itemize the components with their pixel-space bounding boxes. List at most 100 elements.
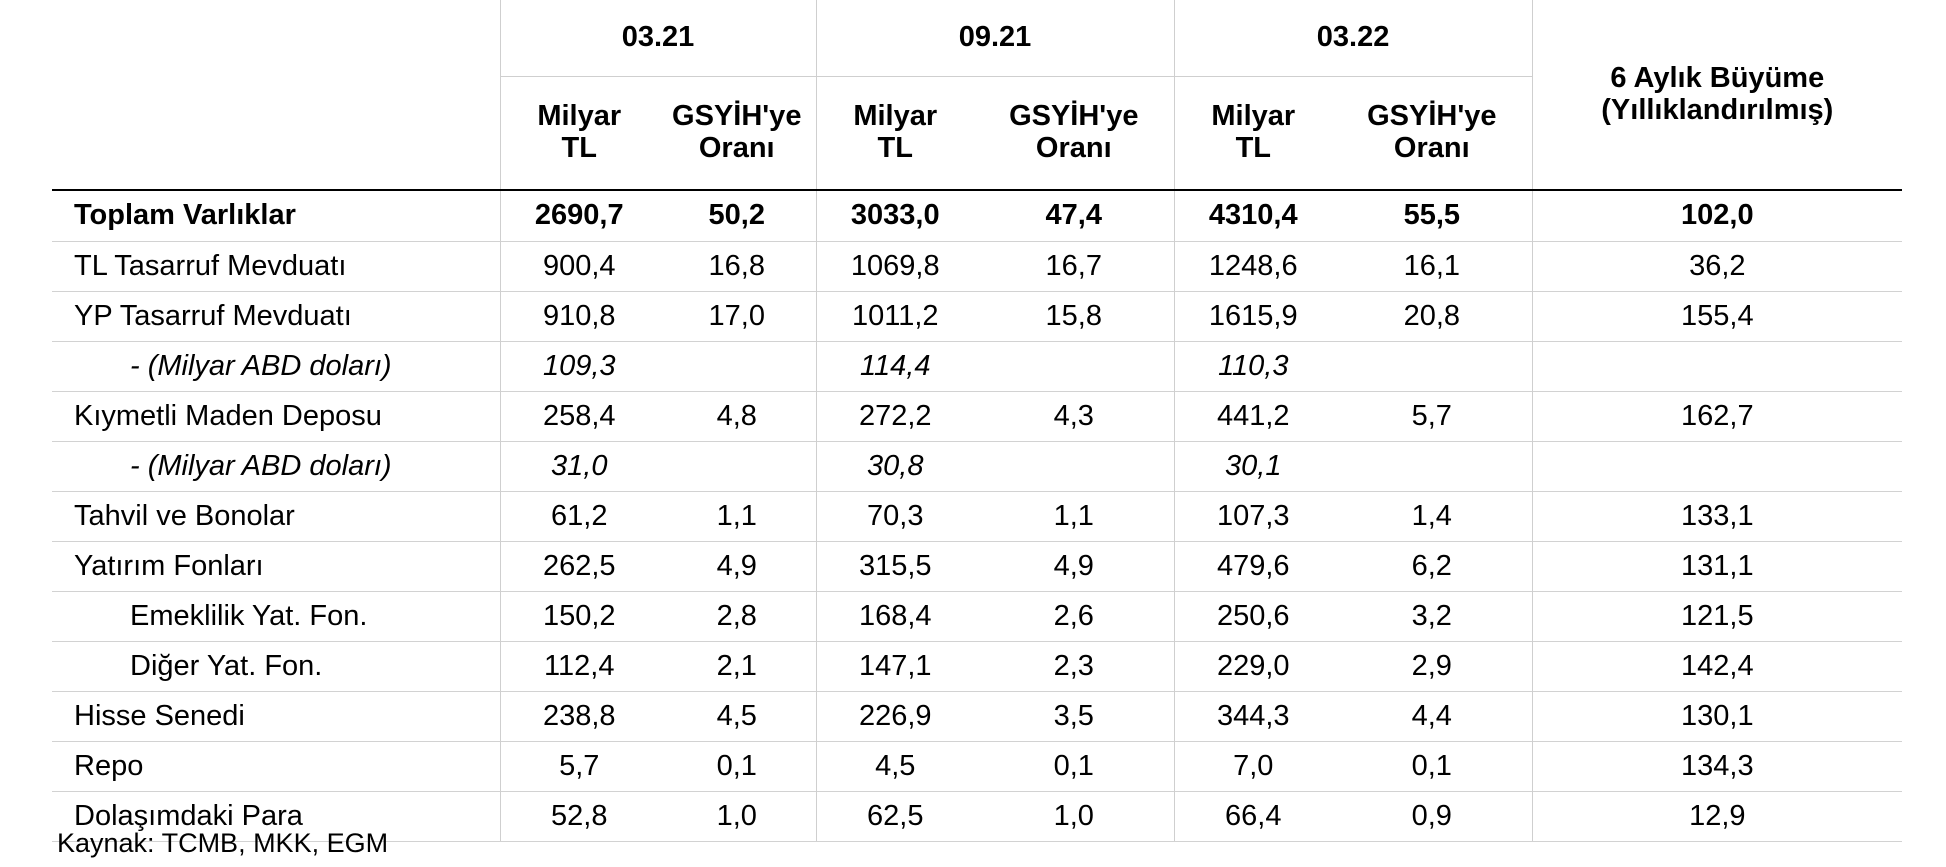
value-cell: 272,2 — [815, 391, 975, 442]
value-cell: 168,4 — [815, 591, 975, 642]
unit-header-text: Milyar TL — [853, 100, 938, 164]
table-row: - (Milyar ABD doları) 31,0 30,8 30,1 — [52, 441, 1903, 492]
ratio-cell: 4,4 — [1332, 691, 1533, 742]
ratio-cell: 1,0 — [974, 791, 1175, 842]
row-label: TL Tasarruf Mevduatı — [52, 241, 500, 292]
value-cell: 910,8 — [499, 291, 658, 342]
ratio-cell: 4,5 — [658, 691, 817, 742]
ratio-header: GSYİH'ye Oranı — [974, 77, 1174, 191]
value-cell: 52,8 — [499, 791, 658, 842]
ratio-cell: 4,9 — [658, 541, 817, 592]
ratio-cell: 3,5 — [974, 691, 1175, 742]
value-cell: 31,0 — [499, 441, 658, 492]
ratio-cell: 55,5 — [1332, 189, 1533, 242]
growth-cell: 12,9 — [1531, 791, 1903, 842]
value-cell: 61,2 — [499, 491, 658, 542]
value-cell: 250,6 — [1173, 591, 1333, 642]
ratio-cell: 47,4 — [974, 189, 1175, 242]
row-label: - (Milyar ABD doları) — [52, 441, 500, 492]
ratio-cell: 1,0 — [658, 791, 817, 842]
ratio-cell: 2,3 — [974, 641, 1175, 692]
value-cell: 229,0 — [1173, 641, 1333, 692]
ratio-cell — [658, 341, 817, 392]
ratio-cell: 4,3 — [974, 391, 1175, 442]
value-cell: 2690,7 — [499, 189, 658, 242]
value-cell: 4,5 — [815, 741, 975, 792]
growth-cell — [1531, 341, 1903, 392]
table-row: Tahvil ve Bonolar 61,2 1,1 70,3 1,1 107,3 1,4 1… — [52, 491, 1903, 542]
value-cell: 30,1 — [1173, 441, 1333, 492]
total-row: Toplam Varlıklar 2690,7 50,2 3033,0 47,4 4310… — [52, 189, 1903, 242]
row-label: Toplam Varlıklar — [52, 189, 500, 242]
ratio-cell — [974, 341, 1175, 392]
ratio-cell: 16,8 — [658, 241, 817, 292]
value-cell: 3033,0 — [815, 189, 975, 242]
ratio-cell: 3,2 — [1332, 591, 1533, 642]
ratio-cell: 0,1 — [658, 741, 817, 792]
ratio-cell — [974, 441, 1175, 492]
value-cell: 109,3 — [499, 341, 658, 392]
period-header: 03.22 — [1173, 0, 1533, 77]
table-row: Yatırım Fonları 262,5 4,9 315,5 4,9 479,6 6,2 1… — [52, 541, 1903, 592]
value-cell: 30,8 — [815, 441, 975, 492]
ratio-cell: 1,4 — [1332, 491, 1533, 542]
ratio-cell: 50,2 — [658, 189, 817, 242]
growth-cell: 121,5 — [1531, 591, 1903, 642]
financial-assets-table: 03.21 09.21 03.22 6 Aylık Büyüme (Yıllık… — [52, 0, 1903, 842]
table-row: YP Tasarruf Mevduatı 910,8 17,0 1011,2 15,8 1… — [52, 291, 1903, 342]
row-label: Emeklilik Yat. Fon. — [52, 591, 500, 642]
ratio-cell: 16,1 — [1332, 241, 1533, 292]
value-cell: 238,8 — [499, 691, 658, 742]
period-header-row: 03.21 09.21 03.22 6 Aylık Büyüme (Yıllık… — [52, 0, 1903, 190]
table-row: Dolaşımdaki Para 52,8 1,0 62,5 1,0 66,4 0,9 12,… — [52, 791, 1903, 842]
value-cell: 479,6 — [1173, 541, 1333, 592]
ratio-header: GSYİH'ye Oranı — [658, 77, 816, 191]
ratio-cell: 15,8 — [974, 291, 1175, 342]
table-row: Repo 5,7 0,1 4,5 0,1 7,0 0,1 134,3 — [52, 741, 1903, 792]
growth-header: 6 Aylık Büyüme (Yıllıklandırılmış) — [1531, 0, 1903, 190]
row-label: Hisse Senedi — [52, 691, 500, 742]
ratio-cell: 0,9 — [1332, 791, 1533, 842]
growth-cell: 155,4 — [1531, 291, 1903, 342]
corner-cell — [52, 77, 500, 191]
value-cell: 114,4 — [815, 341, 975, 392]
ratio-cell — [658, 441, 817, 492]
ratio-cell: 16,7 — [974, 241, 1175, 292]
row-label: Kıymetli Maden Deposu — [52, 391, 500, 442]
growth-cell: 142,4 — [1531, 641, 1903, 692]
value-cell: 7,0 — [1173, 741, 1333, 792]
ratio-cell: 2,6 — [974, 591, 1175, 642]
value-cell: 4310,4 — [1173, 189, 1333, 242]
ratio-cell: 5,7 — [1332, 391, 1533, 442]
unit-header: Milyar TL — [499, 76, 658, 190]
value-cell: 112,4 — [499, 641, 658, 692]
growth-cell: 133,1 — [1531, 491, 1903, 542]
value-cell: 315,5 — [815, 541, 975, 592]
table-row: Diğer Yat. Fon. 112,4 2,1 147,1 2,3 229,0 2,9 1… — [52, 641, 1903, 692]
value-cell: 5,7 — [499, 741, 658, 792]
ratio-cell: 4,9 — [974, 541, 1175, 592]
ratio-cell: 0,1 — [1332, 741, 1533, 792]
row-label: YP Tasarruf Mevduatı — [52, 291, 500, 342]
value-cell: 66,4 — [1173, 791, 1333, 842]
value-cell: 70,3 — [815, 491, 975, 542]
growth-cell: 134,3 — [1531, 741, 1903, 792]
growth-cell: 36,2 — [1531, 241, 1903, 292]
ratio-cell: 2,9 — [1332, 641, 1533, 692]
ratio-cell: 2,1 — [658, 641, 817, 692]
value-cell: 110,3 — [1173, 341, 1333, 392]
ratio-cell — [1332, 341, 1533, 392]
unit-header-text: Milyar TL — [537, 100, 622, 164]
row-label: Diğer Yat. Fon. — [52, 641, 500, 692]
table-row: Emeklilik Yat. Fon. 150,2 2,8 168,4 2,6 250,6… — [52, 591, 1903, 642]
corner-cell — [52, 0, 500, 77]
value-cell: 344,3 — [1173, 691, 1333, 742]
growth-cell: 102,0 — [1531, 189, 1903, 242]
ratio-header: GSYİH'ye Oranı — [1332, 77, 1532, 191]
table-row: Hisse Senedi 238,8 4,5 226,9 3,5 344,3 4,4 130,… — [52, 691, 1903, 742]
ratio-cell: 1,1 — [974, 491, 1175, 542]
ratio-cell — [1332, 441, 1533, 492]
growth-cell: 131,1 — [1531, 541, 1903, 592]
row-label: Repo — [52, 741, 500, 792]
ratio-cell: 6,2 — [1332, 541, 1533, 592]
